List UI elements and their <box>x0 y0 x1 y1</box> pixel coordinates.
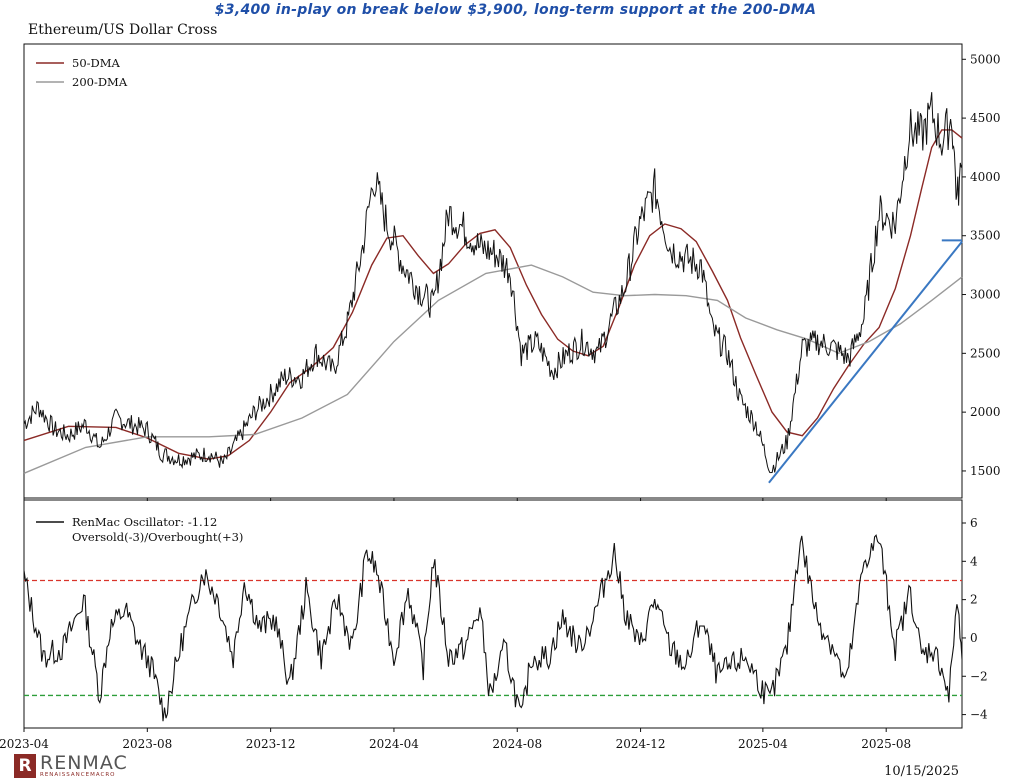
price-panel: 1500 2000 2500 3000 3500 4000 4500 5000 50-DMA 20… <box>23 43 1001 499</box>
dma50-line <box>23 129 963 460</box>
x-tick-label: 2023-08 <box>122 737 172 751</box>
price-panel-frame <box>23 43 963 499</box>
x-tick-label: 2025-04 <box>738 737 788 751</box>
price-y-tick-label: 4000 <box>970 170 1001 184</box>
logo-name: RENMAC <box>40 752 128 774</box>
osc-y-tick-label: 0 <box>970 631 978 645</box>
x-tick-label: 2024-08 <box>492 737 542 751</box>
support-trendline <box>768 240 963 484</box>
price-y-tick-label: 3000 <box>970 288 1001 302</box>
x-tick-label: 2023-12 <box>246 737 296 751</box>
osc-y-tick-label: 6 <box>970 516 978 530</box>
price-y-tick-label: 2000 <box>970 405 1001 419</box>
price-y-tick-label: 2500 <box>970 346 1001 360</box>
x-tick-label: 2025-08 <box>861 737 911 751</box>
osc-legend-label: Oversold(-3)/Overbought(+3) <box>72 530 243 544</box>
footer-date: 10/15/2025 <box>884 764 959 779</box>
renmac-logo: R RENMAC RENAISSANCEMACRO <box>14 754 128 779</box>
x-axis: 2023-04 2023-08 2023-12 2024-04 2024-08 2024-… <box>0 498 911 751</box>
x-tick-label: 2024-04 <box>369 737 419 751</box>
price-y-tick-label: 1500 <box>970 464 1001 478</box>
osc-y-tick-label: −2 <box>970 669 988 683</box>
osc-y-tick-label: 4 <box>970 554 978 568</box>
legend-label: 200-DMA <box>72 75 128 89</box>
headline: $3,400 in-play on break below $3,900, lo… <box>214 2 817 18</box>
osc-y-tick-label: 2 <box>970 593 978 607</box>
legend-label: 50-DMA <box>72 56 121 70</box>
x-tick-label: 2023-04 <box>0 737 49 751</box>
price-y-tick-label: 5000 <box>970 52 1001 66</box>
dma200-line <box>23 264 963 474</box>
logo-subtitle: RENAISSANCEMACRO <box>40 772 116 778</box>
chart-title: Ethereum/US Dollar Cross <box>28 22 218 38</box>
price-y-tick-label: 4500 <box>970 111 1001 125</box>
oscillator-panel: −4 −2 0 2 4 6 RenMac Oscillator: -1.12Oversold… <box>23 499 988 729</box>
osc-legend-label: RenMac Oscillator: -1.12 <box>72 515 217 529</box>
price-series-line <box>23 92 963 474</box>
price-y-tick-label: 3500 <box>970 229 1001 243</box>
oscillator-panel-frame <box>23 499 963 729</box>
x-tick-label: 2024-12 <box>616 737 666 751</box>
logo-mark: R <box>14 754 36 779</box>
osc-y-tick-label: −4 <box>970 708 988 722</box>
oscillator-line <box>23 534 963 722</box>
